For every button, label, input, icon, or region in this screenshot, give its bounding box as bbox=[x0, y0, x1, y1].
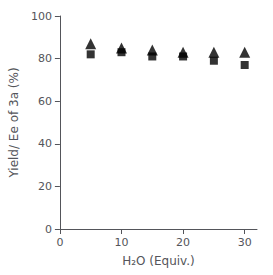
svg-text:100: 100 bbox=[31, 10, 52, 23]
svg-text:80: 80 bbox=[38, 52, 52, 65]
svg-text:10: 10 bbox=[114, 236, 128, 249]
svg-text:Yield/ Ee of 3a (%): Yield/ Ee of 3a (%) bbox=[7, 67, 21, 178]
svg-text:0: 0 bbox=[56, 236, 63, 249]
svg-text:40: 40 bbox=[38, 137, 52, 150]
svg-text:60: 60 bbox=[38, 95, 52, 108]
svg-text:0: 0 bbox=[45, 223, 52, 236]
svg-text:30: 30 bbox=[238, 236, 252, 249]
svg-text:H₂O (Equiv.): H₂O (Equiv.) bbox=[122, 254, 195, 268]
svg-text:20: 20 bbox=[176, 236, 190, 249]
svg-text:20: 20 bbox=[38, 180, 52, 193]
